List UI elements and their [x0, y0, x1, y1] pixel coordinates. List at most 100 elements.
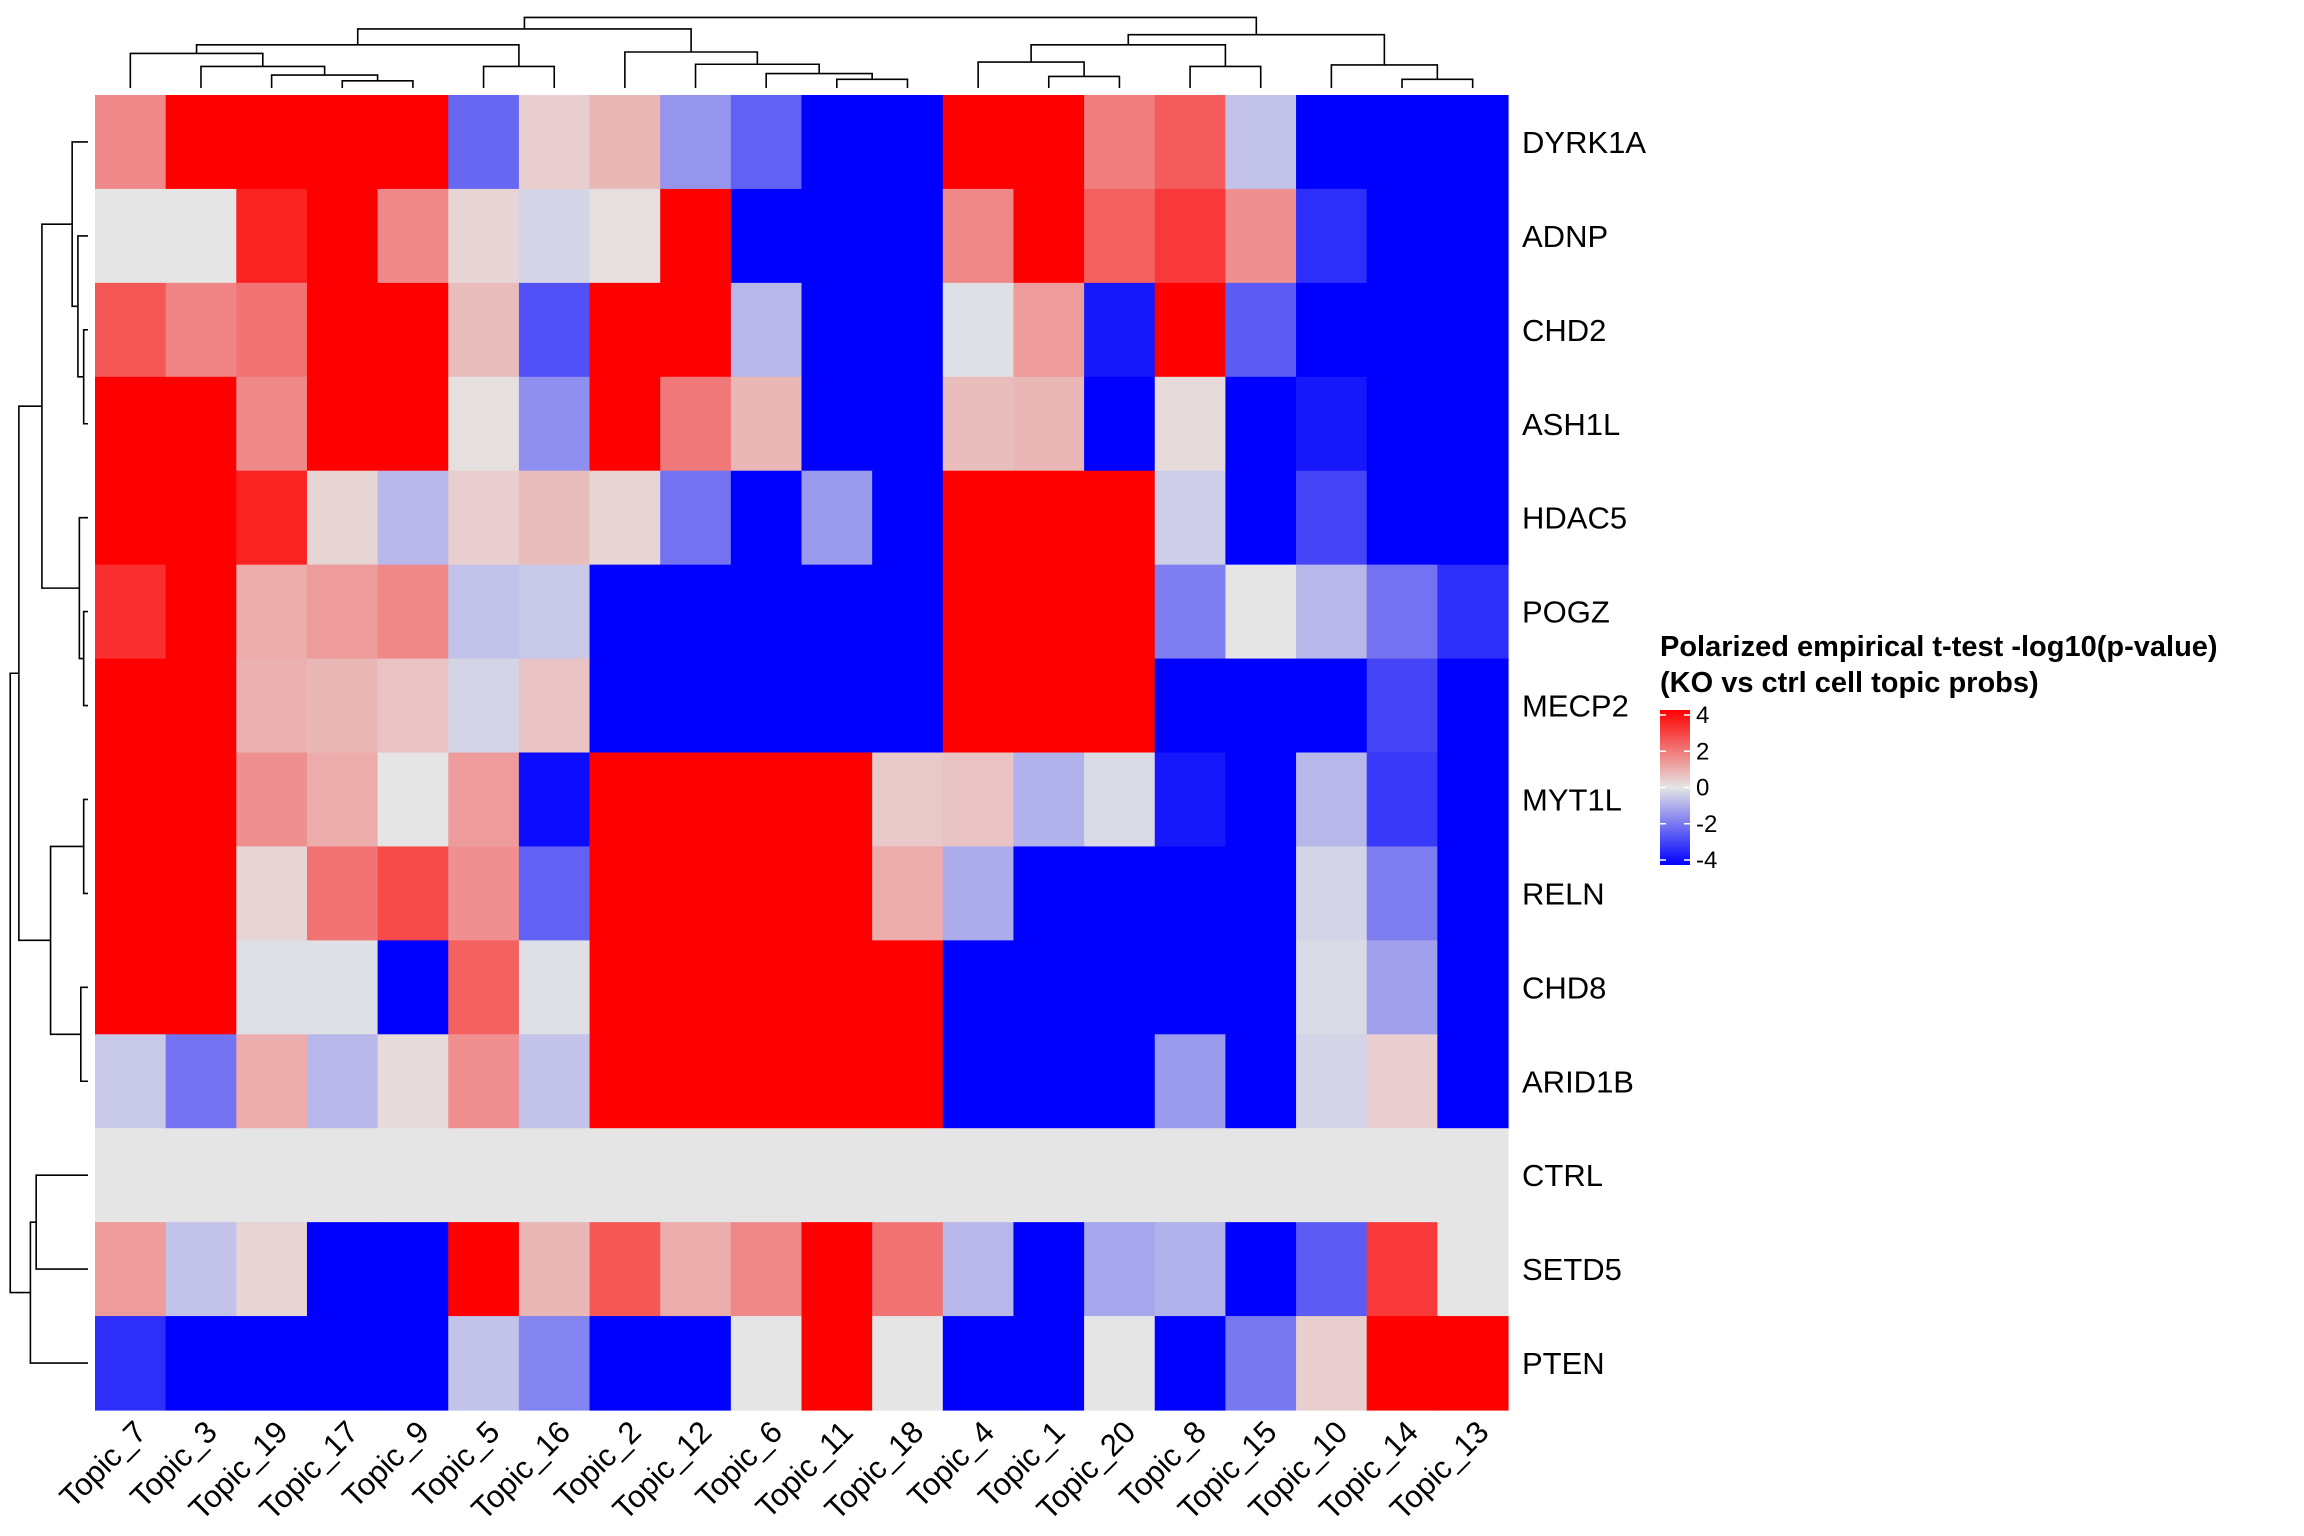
heatmap-cell-CHD8-Topic_12	[660, 940, 732, 1035]
heatmap-cell-ASH1L-Topic_2	[589, 376, 661, 472]
heatmap-cell-MECP2-Topic_19	[236, 658, 308, 754]
heatmap-cell-MYT1L-Topic_7	[95, 752, 167, 848]
heatmap-cell-MECP2-Topic_8	[1154, 658, 1226, 754]
column-dendrogram-branch	[1047, 75, 1121, 88]
row-dendrogram-branch	[80, 986, 88, 1083]
legend-title-line2: (KO vs ctrl cell topic probs)	[1660, 667, 2039, 699]
heatmap-cell-CTRL-Topic_4	[942, 1128, 1015, 1223]
heatmap-cell-DYRK1A-Topic_5	[448, 95, 520, 190]
row-label-adnp: ADNP	[1522, 219, 1608, 254]
heatmap-cell-DYRK1A-Topic_17	[306, 95, 379, 190]
heatmap-cell-POGZ-Topic_9	[377, 564, 449, 660]
heatmap-cell-DYRK1A-Topic_6	[730, 95, 803, 190]
heatmap-cell-PTEN-Topic_1	[1013, 1316, 1085, 1411]
heatmap-cell-CHD2-Topic_19	[236, 282, 308, 378]
heatmap-cell-CHD2-Topic_12	[660, 282, 732, 378]
heatmap-cell-CTRL-Topic_18	[872, 1128, 944, 1223]
heatmap-cell-POGZ-Topic_18	[872, 564, 944, 660]
heatmap-cell-ADNP-Topic_10	[1296, 188, 1368, 284]
heatmap-cell-ARID1B-Topic_8	[1154, 1034, 1226, 1129]
legend-ticks: 4 2 0 -2 -4	[1660, 702, 1717, 874]
legend-tick-label: 4	[1696, 702, 1709, 729]
heatmap-cell-CHD8-Topic_20	[1084, 940, 1156, 1035]
heatmap-cell-POGZ-Topic_13	[1437, 564, 1509, 660]
heatmap-cell-HDAC5-Topic_9	[377, 470, 449, 566]
heatmap-cell-CTRL-Topic_17	[306, 1128, 379, 1223]
heatmap-cell-POGZ-Topic_12	[660, 564, 732, 660]
heatmap-cell-POGZ-Topic_8	[1154, 564, 1226, 660]
column-dendrogram-branch	[129, 52, 264, 88]
column-dendrogram-branch	[1030, 44, 1227, 67]
heatmap-cell-ADNP-Topic_18	[872, 188, 944, 284]
heatmap-cell-CHD8-Topic_11	[801, 940, 873, 1035]
heatmap-cell-CHD8-Topic_14	[1366, 940, 1438, 1035]
heatmap-cell-CTRL-Topic_3	[165, 1128, 237, 1223]
heatmap-cell-RELN-Topic_18	[872, 846, 944, 941]
row-label-chd8: CHD8	[1522, 970, 1606, 1005]
heatmap-cell-PTEN-Topic_20	[1084, 1316, 1156, 1411]
heatmap-cell-RELN-Topic_10	[1296, 846, 1368, 941]
row-labels: DYRK1A ADNP CHD2 ASH1L HDAC5 POGZ MECP2 MYT1L RE…	[1522, 125, 1646, 1381]
heatmap-cell-ADNP-Topic_12	[660, 188, 732, 284]
heatmap-cell-SETD5-Topic_11	[801, 1222, 873, 1317]
heatmap-cell-SETD5-Topic_12	[660, 1222, 732, 1317]
column-dendrogram-branch	[1127, 33, 1386, 65]
heatmap-cell-CHD8-Topic_19	[236, 940, 308, 1035]
heatmap-cell-CTRL-Topic_1	[1013, 1128, 1085, 1223]
column-dendrogram-branch	[523, 16, 1258, 35]
heatmap-cell-MYT1L-Topic_16	[518, 752, 591, 848]
heatmap-cell-RELN-Topic_12	[660, 846, 732, 941]
heatmap-cell-CHD2-Topic_20	[1084, 282, 1156, 378]
heatmap-cell-RELN-Topic_1	[1013, 846, 1085, 941]
heatmap-cell-ASH1L-Topic_1	[1013, 376, 1085, 472]
heatmap-cell-PTEN-Topic_8	[1154, 1316, 1226, 1411]
heatmap-cell-RELN-Topic_15	[1225, 846, 1297, 941]
heatmap-cell-DYRK1A-Topic_14	[1366, 95, 1438, 190]
heatmap-cell-MECP2-Topic_18	[872, 658, 944, 754]
row-dendrogram-branch	[18, 405, 51, 942]
heatmap-cell-HDAC5-Topic_19	[236, 470, 308, 566]
heatmap-cell-CHD2-Topic_16	[518, 282, 591, 378]
row-label-setd5: SETD5	[1522, 1252, 1622, 1287]
heatmap-cell-ADNP-Topic_17	[306, 188, 379, 284]
row-label-dyrk1a: DYRK1A	[1522, 125, 1646, 160]
heatmap-cell-ASH1L-Topic_8	[1154, 376, 1226, 472]
heatmap-cell-HDAC5-Topic_20	[1084, 470, 1156, 566]
heatmap-cell-SETD5-Topic_6	[730, 1222, 803, 1317]
heatmap-cell-PTEN-Topic_6	[730, 1316, 803, 1411]
heatmap-cell-ARID1B-Topic_18	[872, 1034, 944, 1129]
heatmap-cell-MYT1L-Topic_10	[1296, 752, 1368, 848]
heatmap-cell-DYRK1A-Topic_13	[1437, 95, 1509, 190]
heatmap-cell-DYRK1A-Topic_11	[801, 95, 873, 190]
heatmap-cell-RELN-Topic_3	[165, 846, 237, 941]
row-dendrogram-branch	[82, 798, 88, 895]
heatmap-cell-CTRL-Topic_20	[1084, 1128, 1156, 1223]
heatmap-cell-SETD5-Topic_15	[1225, 1222, 1297, 1317]
heatmap-cell-DYRK1A-Topic_9	[377, 95, 449, 190]
heatmap-cell-MYT1L-Topic_12	[660, 752, 732, 848]
heatmap-cell-ARID1B-Topic_17	[306, 1034, 379, 1129]
heatmap-cell-PTEN-Topic_3	[165, 1316, 237, 1411]
heatmap-cell-SETD5-Topic_14	[1366, 1222, 1438, 1317]
heatmap-cell-PTEN-Topic_13	[1437, 1316, 1509, 1411]
heatmap-cell-ASH1L-Topic_7	[95, 376, 167, 472]
row-dendrogram-branch	[71, 141, 88, 308]
heatmap-cell-CTRL-Topic_7	[95, 1128, 167, 1223]
heatmap-cell-MYT1L-Topic_20	[1084, 752, 1156, 848]
heatmap-cell-CHD8-Topic_6	[730, 940, 803, 1035]
legend-tick-label: -4	[1696, 847, 1717, 874]
heatmap-cell-CTRL-Topic_2	[589, 1128, 661, 1223]
row-label-myt1l: MYT1L	[1522, 783, 1622, 818]
heatmap-cell-ARID1B-Topic_4	[942, 1034, 1015, 1129]
heatmap-cell-PTEN-Topic_7	[95, 1316, 167, 1411]
row-label-ash1l: ASH1L	[1522, 407, 1620, 442]
column-dendrogram-branch	[1330, 64, 1439, 88]
heatmap-cell-ADNP-Topic_8	[1154, 188, 1226, 284]
heatmap-cell-MECP2-Topic_20	[1084, 658, 1156, 754]
heatmap-cell-RELN-Topic_9	[377, 846, 449, 941]
heatmap-cell-MYT1L-Topic_2	[589, 752, 661, 848]
heatmap-cell-CHD8-Topic_17	[306, 940, 379, 1035]
heatmap-cell-MYT1L-Topic_3	[165, 752, 237, 848]
heatmap-cell-ARID1B-Topic_3	[165, 1034, 237, 1129]
